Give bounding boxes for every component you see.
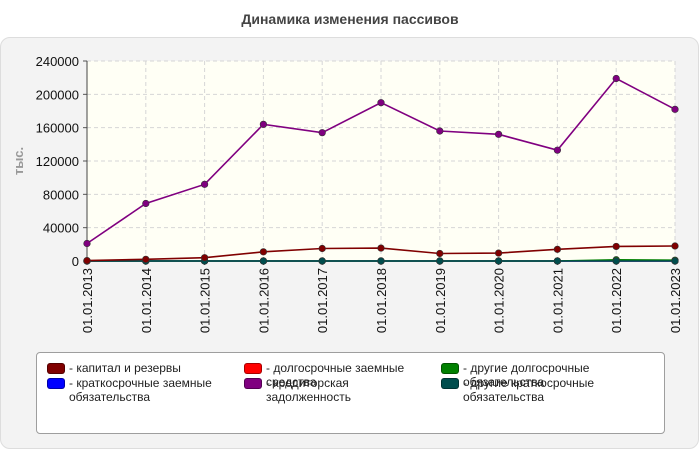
x-tick-label: 01.01.2021 — [550, 268, 565, 333]
y-tick-label: 80000 — [43, 187, 79, 202]
data-point — [671, 257, 679, 265]
legend-swatch — [244, 378, 262, 389]
data-point — [201, 180, 209, 188]
y-tick-label: 240000 — [36, 54, 79, 69]
data-point — [377, 257, 385, 265]
legend-label: - другие долгосрочные обязательства — [463, 361, 590, 389]
data-point — [671, 105, 679, 113]
data-point — [612, 74, 620, 83]
x-tick-label: 01.01.2018 — [374, 268, 389, 333]
data-point — [495, 130, 503, 138]
data-point — [553, 146, 562, 154]
x-tick-label: 01.01.2013 — [80, 268, 95, 333]
legend-item: - другие краткосрочные обязательства — [441, 376, 656, 404]
legend-label: - капитал и резервы — [69, 361, 181, 375]
data-point — [318, 244, 326, 253]
data-point — [436, 257, 444, 265]
data-point — [318, 257, 326, 265]
legend-item: - краткосрочные заемные обязательства — [47, 376, 237, 404]
data-point — [612, 242, 620, 251]
legend-swatch — [441, 363, 459, 374]
data-point — [377, 244, 385, 252]
legend-label: - кредиторская задолженность — [266, 376, 351, 404]
legend-item: - другие долгосрочные обязательства — [441, 361, 656, 389]
data-point — [142, 199, 150, 208]
y-axis-label: тыс. — [11, 147, 26, 175]
data-point — [259, 257, 268, 265]
data-point — [259, 120, 268, 128]
legend-swatch — [47, 378, 65, 389]
data-point — [671, 242, 679, 250]
data-point — [436, 249, 444, 258]
data-point — [553, 245, 562, 253]
x-tick-label: 01.01.2016 — [256, 268, 271, 333]
x-tick-label: 01.01.2020 — [492, 268, 507, 333]
legend-swatch — [47, 363, 65, 374]
legend-item: - долгосрочные заемные средства — [244, 361, 434, 389]
data-point — [553, 257, 562, 265]
x-tick-label: 01.01.2015 — [198, 268, 213, 333]
x-tick-label: 01.01.2014 — [139, 268, 154, 333]
x-tick-label: 01.01.2023 — [668, 268, 683, 333]
legend-swatch — [244, 363, 262, 374]
data-point — [495, 249, 503, 257]
data-point — [142, 255, 150, 263]
y-tick-label: 40000 — [43, 221, 79, 236]
data-point — [201, 254, 209, 262]
y-tick-label: 200000 — [36, 87, 79, 102]
x-tick-label: 01.01.2017 — [315, 268, 330, 333]
data-point — [259, 248, 268, 256]
y-tick-label: 160000 — [36, 121, 79, 136]
data-point — [377, 99, 385, 107]
data-point — [436, 127, 444, 135]
legend-swatch — [441, 378, 459, 389]
data-point — [495, 257, 503, 265]
data-point — [83, 256, 91, 265]
legend-item: - кредиторская задолженность — [244, 376, 434, 404]
data-point — [318, 129, 326, 137]
chart-legend: - капитал и резервы - долгосрочные заемны… — [36, 352, 665, 434]
legend-label: - другие краткосрочные обязательства — [463, 376, 595, 404]
x-tick-label: 01.01.2019 — [433, 268, 448, 333]
data-point — [83, 239, 91, 248]
data-point — [612, 257, 620, 265]
legend-item: - капитал и резервы — [47, 361, 237, 375]
legend-label: - краткосрочные заемные обязательства — [69, 376, 212, 404]
chart-title: Динамика изменения пассивов — [241, 11, 459, 27]
y-tick-label: 0 — [72, 254, 79, 269]
y-tick-label: 120000 — [36, 154, 79, 169]
legend-label: - долгосрочные заемные средства — [266, 361, 405, 389]
x-tick-label: 01.01.2022 — [609, 268, 624, 333]
